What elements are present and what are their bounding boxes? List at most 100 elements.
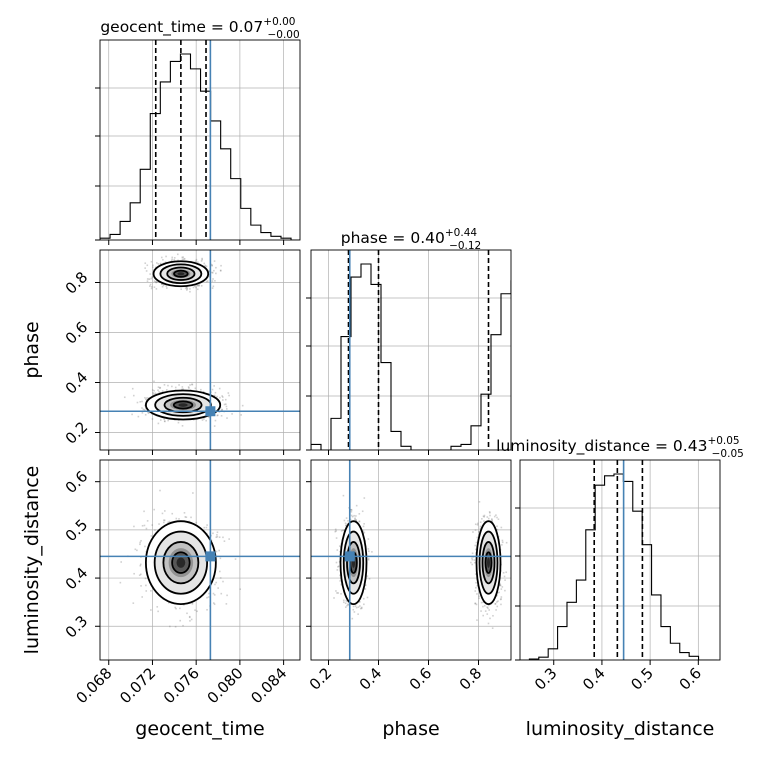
scatter-point: [151, 524, 154, 526]
scatter-point: [154, 280, 157, 283]
density-geocent-time-vs-phase-content: [100, 250, 300, 450]
scatter-point: [213, 425, 216, 427]
scatter-point: [495, 514, 497, 516]
scatter-point: [491, 627, 494, 629]
scatter-point: [492, 614, 494, 617]
scatter-point: [216, 395, 218, 398]
scatter-point: [174, 606, 177, 609]
y-axis-label-phase: phase: [21, 321, 43, 378]
scatter-point: [500, 603, 502, 606]
scatter-point: [489, 617, 491, 620]
density-contour: [171, 551, 191, 574]
scatter-point: [364, 588, 367, 590]
density-contour: [159, 263, 203, 285]
scatter-point: [483, 520, 485, 522]
scatter-point: [145, 590, 148, 592]
scatter-point: [137, 415, 140, 418]
scatter-point: [480, 601, 483, 604]
scatter-point: [234, 558, 237, 560]
scatter-point: [208, 592, 210, 595]
scatter-point: [217, 414, 219, 417]
scatter-point: [152, 393, 155, 395]
scatter-point: [483, 515, 485, 518]
scatter-point: [353, 514, 355, 517]
scatter-point: [367, 557, 370, 560]
x-tick-label: 0.6: [406, 664, 436, 694]
scatter-point: [498, 584, 501, 586]
scatter-point: [211, 264, 213, 266]
scatter-point: [147, 397, 150, 399]
scatter-point: [165, 285, 168, 287]
title-luminosity-distance-main: luminosity_distance = 0.43: [496, 437, 707, 456]
scatter-point: [157, 610, 159, 613]
scatter-point: [133, 525, 135, 528]
scatter-point: [189, 288, 191, 290]
scatter-point: [354, 605, 357, 607]
scatter-point: [164, 261, 167, 264]
truth-marker: [205, 406, 216, 417]
scatter-point: [473, 559, 476, 561]
scatter-point: [471, 552, 474, 555]
scatter-point: [133, 572, 135, 575]
scatter-point: [352, 608, 355, 611]
scatter-point: [119, 581, 122, 584]
scatter-point: [186, 287, 188, 289]
scatter-point: [472, 531, 474, 533]
scatter-point: [371, 551, 373, 553]
scatter-point: [140, 573, 142, 576]
scatter-point: [178, 384, 180, 386]
scatter-point: [505, 571, 508, 574]
scatter-point: [497, 518, 500, 521]
scatter-point: [162, 521, 165, 524]
hist-luminosity-distance-panel: 0.3 0.4 0.5 0.6: [515, 459, 721, 694]
scatter-point: [488, 609, 490, 611]
x-tick-label: 0.076: [160, 664, 203, 707]
truth-marker: [205, 551, 216, 562]
density-fill: [487, 557, 490, 568]
title-geocent-time-main: geocent_time = 0.07: [100, 18, 263, 37]
scatter-point: [347, 603, 349, 605]
scatter-point: [144, 404, 146, 407]
scatter-point: [343, 519, 346, 522]
density-geocent-time-vs-luminosity-distance-content: [100, 460, 300, 660]
scatter-point: [478, 597, 480, 600]
scatter-point: [498, 591, 500, 594]
scatter-point: [136, 549, 138, 552]
scatter-point: [213, 260, 216, 262]
scatter-point: [240, 414, 242, 416]
scatter-point: [205, 280, 208, 283]
density-fill: [176, 557, 186, 568]
scatter-point: [505, 541, 508, 544]
scatter-point: [144, 545, 146, 548]
scatter-point: [191, 603, 194, 605]
scatter-point: [342, 599, 345, 602]
scatter-point: [343, 529, 345, 532]
scatter-point: [186, 289, 188, 291]
scatter-point: [191, 383, 193, 386]
scatter-point: [496, 525, 498, 528]
density-geocent-time-vs-phase-panel: 0.20.40.60.8: [62, 249, 301, 455]
scatter-point: [214, 583, 216, 586]
scatter-point: [131, 387, 134, 390]
hist-phase-panel: [306, 249, 512, 455]
scatter-point: [153, 286, 156, 288]
scatter-point: [476, 593, 478, 595]
scatter-point: [141, 596, 143, 598]
scatter-point: [144, 577, 147, 580]
scatter-point: [194, 387, 197, 390]
scatter-point: [343, 601, 345, 604]
scatter-point: [221, 395, 223, 397]
scatter-point: [226, 594, 228, 597]
scatter-point: [150, 609, 152, 611]
scatter-point: [162, 284, 165, 287]
scatter-point: [145, 399, 148, 401]
density-contour: [346, 541, 361, 585]
scatter-point: [196, 284, 199, 286]
scatter-point: [475, 541, 478, 544]
x-tick-label: 0.084: [247, 664, 290, 707]
scatter-point: [478, 501, 481, 503]
scatter-point: [216, 535, 219, 538]
scatter-point: [362, 530, 365, 533]
scatter-point: [194, 285, 196, 288]
scatter-point: [361, 510, 364, 513]
